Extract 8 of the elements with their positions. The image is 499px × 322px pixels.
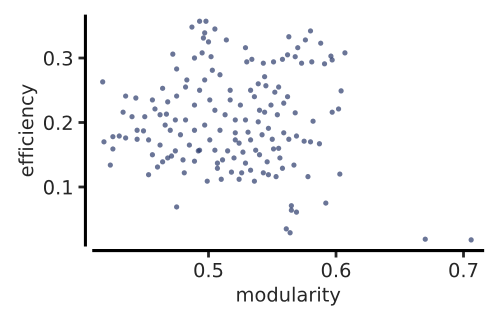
x-tick-label: 0.7 <box>449 262 478 278</box>
y-axis-title: efficiency <box>18 84 38 176</box>
y-tick-label: 0.3 <box>44 50 72 66</box>
y-tick-label: 0.1 <box>44 180 72 195</box>
x-axis-title: modularity <box>237 286 340 306</box>
x-tick-label: 0.6 <box>322 262 350 278</box>
x-tick-label: 0.5 <box>194 262 222 278</box>
y-tick-label: 0.2 <box>44 115 72 130</box>
